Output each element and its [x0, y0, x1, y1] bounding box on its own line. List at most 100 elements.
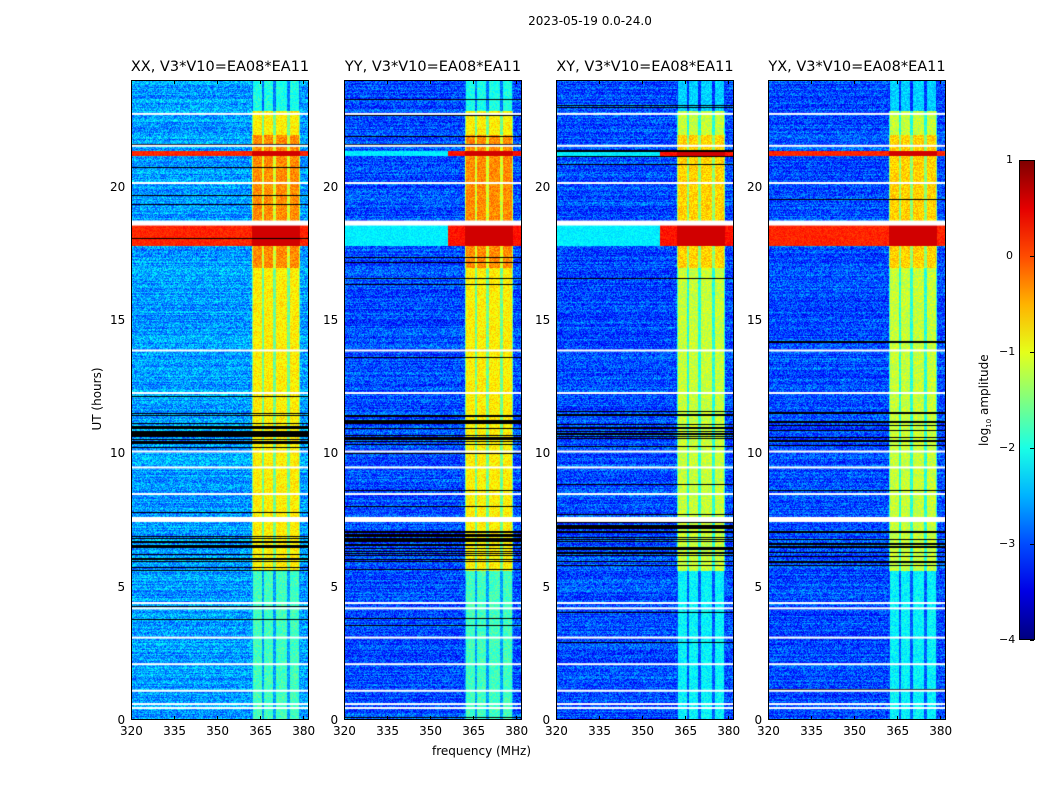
- colorbar-tick-mark: [1030, 256, 1034, 257]
- x-tick-mark: [174, 80, 176, 84]
- heatmap-panel-yx: [768, 80, 946, 720]
- colorbar-tick-mark: [1030, 544, 1034, 545]
- x-tick-mark: [217, 716, 219, 720]
- colorbar-label: log10 amplitude: [976, 354, 994, 447]
- x-tick-mark: [174, 716, 176, 720]
- colorbar-tick-label: −3: [999, 537, 1016, 550]
- colorbar-tick-mark: [1030, 352, 1034, 353]
- colorbar-tick-label: 0: [1006, 249, 1013, 262]
- x-tick-mark: [685, 80, 687, 84]
- x-tick-mark: [854, 716, 856, 720]
- x-tick-label: 335: [163, 724, 186, 738]
- x-tick-mark: [260, 80, 262, 84]
- x-tick-mark: [516, 716, 518, 720]
- x-tick-label: 335: [376, 724, 399, 738]
- y-tick-label: 15: [535, 313, 551, 327]
- x-tick-mark: [303, 716, 305, 720]
- x-tick-mark: [430, 80, 432, 84]
- x-tick-mark: [473, 80, 475, 84]
- x-tick-label: 320: [545, 724, 568, 738]
- x-tick-label: 380: [292, 724, 316, 738]
- x-tick-mark: [131, 80, 132, 84]
- x-tick-mark: [344, 716, 345, 720]
- y-tick-label: 5: [754, 579, 763, 594]
- x-tick-mark: [217, 80, 219, 84]
- heatmap-image: [132, 81, 308, 719]
- x-tick-mark: [556, 716, 557, 720]
- colorbar: [1019, 160, 1035, 640]
- y-tick-label: 15: [110, 313, 126, 327]
- x-tick-label: 380: [929, 724, 953, 738]
- panel-title-xy: XY, V3*V10=EA08*EA11: [556, 59, 734, 75]
- x-tick-label: 380: [505, 724, 529, 738]
- x-tick-mark: [685, 716, 687, 720]
- x-tick-mark: [260, 716, 262, 720]
- panel-title-yx: YX, V3*V10=EA08*EA11: [768, 59, 946, 75]
- y-tick-label: 0: [542, 713, 551, 727]
- x-tick-mark: [303, 80, 305, 84]
- y-tick-label: 20: [747, 179, 763, 194]
- x-tick-label: 380: [717, 724, 741, 738]
- y-axis-label: UT (hours): [90, 367, 104, 431]
- heatmap-image: [769, 81, 945, 719]
- x-tick-label: 335: [588, 724, 611, 738]
- x-tick-mark: [344, 80, 345, 84]
- colorbar-tick-mark: [1030, 640, 1034, 641]
- colorbar-tick-mark: [1030, 160, 1034, 161]
- y-tick-label: 10: [747, 446, 763, 461]
- x-tick-mark: [131, 716, 132, 720]
- x-tick-mark: [897, 80, 899, 84]
- x-tick-mark: [768, 716, 769, 720]
- x-tick-label: 365: [249, 724, 273, 738]
- heatmap-panel-yy: [344, 80, 522, 720]
- y-tick-label: 15: [747, 313, 763, 327]
- figure-title: 2023-05-19 0.0-24.0: [528, 14, 652, 28]
- x-tick-mark: [599, 80, 601, 84]
- colorbar-tick-label: 1: [1006, 153, 1013, 166]
- y-tick-label: 15: [323, 313, 339, 327]
- x-tick-label: 350: [419, 724, 443, 738]
- x-tick-mark: [516, 80, 518, 84]
- x-tick-mark: [854, 80, 856, 84]
- x-tick-mark: [599, 716, 601, 720]
- y-tick-label: 0: [754, 713, 763, 727]
- x-tick-mark: [768, 80, 769, 84]
- y-tick-label: 0: [117, 713, 126, 727]
- x-tick-label: 365: [462, 724, 486, 738]
- x-tick-mark: [728, 80, 730, 84]
- y-tick-label: 5: [117, 579, 126, 594]
- x-axis-label: frequency (MHz): [432, 744, 532, 758]
- panel-title-xx: XX, V3*V10=EA08*EA11: [130, 59, 310, 75]
- y-tick-label: 20: [323, 179, 339, 194]
- x-tick-mark: [387, 716, 389, 720]
- colorbar-tick-mark: [1030, 448, 1034, 449]
- x-tick-mark: [642, 80, 644, 84]
- x-tick-mark: [940, 716, 942, 720]
- panel-title-yy: YY, V3*V10=EA08*EA11: [344, 59, 522, 75]
- y-tick-label: 5: [542, 579, 551, 594]
- x-tick-mark: [811, 80, 813, 84]
- y-tick-label: 10: [535, 446, 551, 461]
- x-tick-mark: [556, 80, 557, 84]
- x-tick-label: 365: [674, 724, 698, 738]
- x-tick-label: 350: [843, 724, 867, 738]
- x-tick-label: 350: [631, 724, 655, 738]
- x-tick-mark: [897, 716, 899, 720]
- y-tick-label: 10: [323, 446, 339, 461]
- y-tick-label: 20: [110, 179, 126, 194]
- y-tick-label: 5: [330, 579, 339, 594]
- x-tick-label: 320: [757, 724, 780, 738]
- colorbar-tick-label: −2: [999, 441, 1016, 454]
- y-tick-label: 10: [110, 446, 126, 461]
- x-tick-label: 320: [120, 724, 143, 738]
- x-tick-label: 350: [206, 724, 230, 738]
- x-tick-label: 365: [886, 724, 910, 738]
- heatmap-image: [345, 81, 521, 719]
- y-tick-label: 20: [535, 179, 551, 194]
- colorbar-tick-label: −1: [999, 345, 1016, 358]
- x-tick-mark: [473, 716, 475, 720]
- x-tick-mark: [387, 80, 389, 84]
- heatmap-image: [557, 81, 733, 719]
- x-tick-label: 320: [333, 724, 356, 738]
- y-tick-label: 0: [330, 713, 339, 727]
